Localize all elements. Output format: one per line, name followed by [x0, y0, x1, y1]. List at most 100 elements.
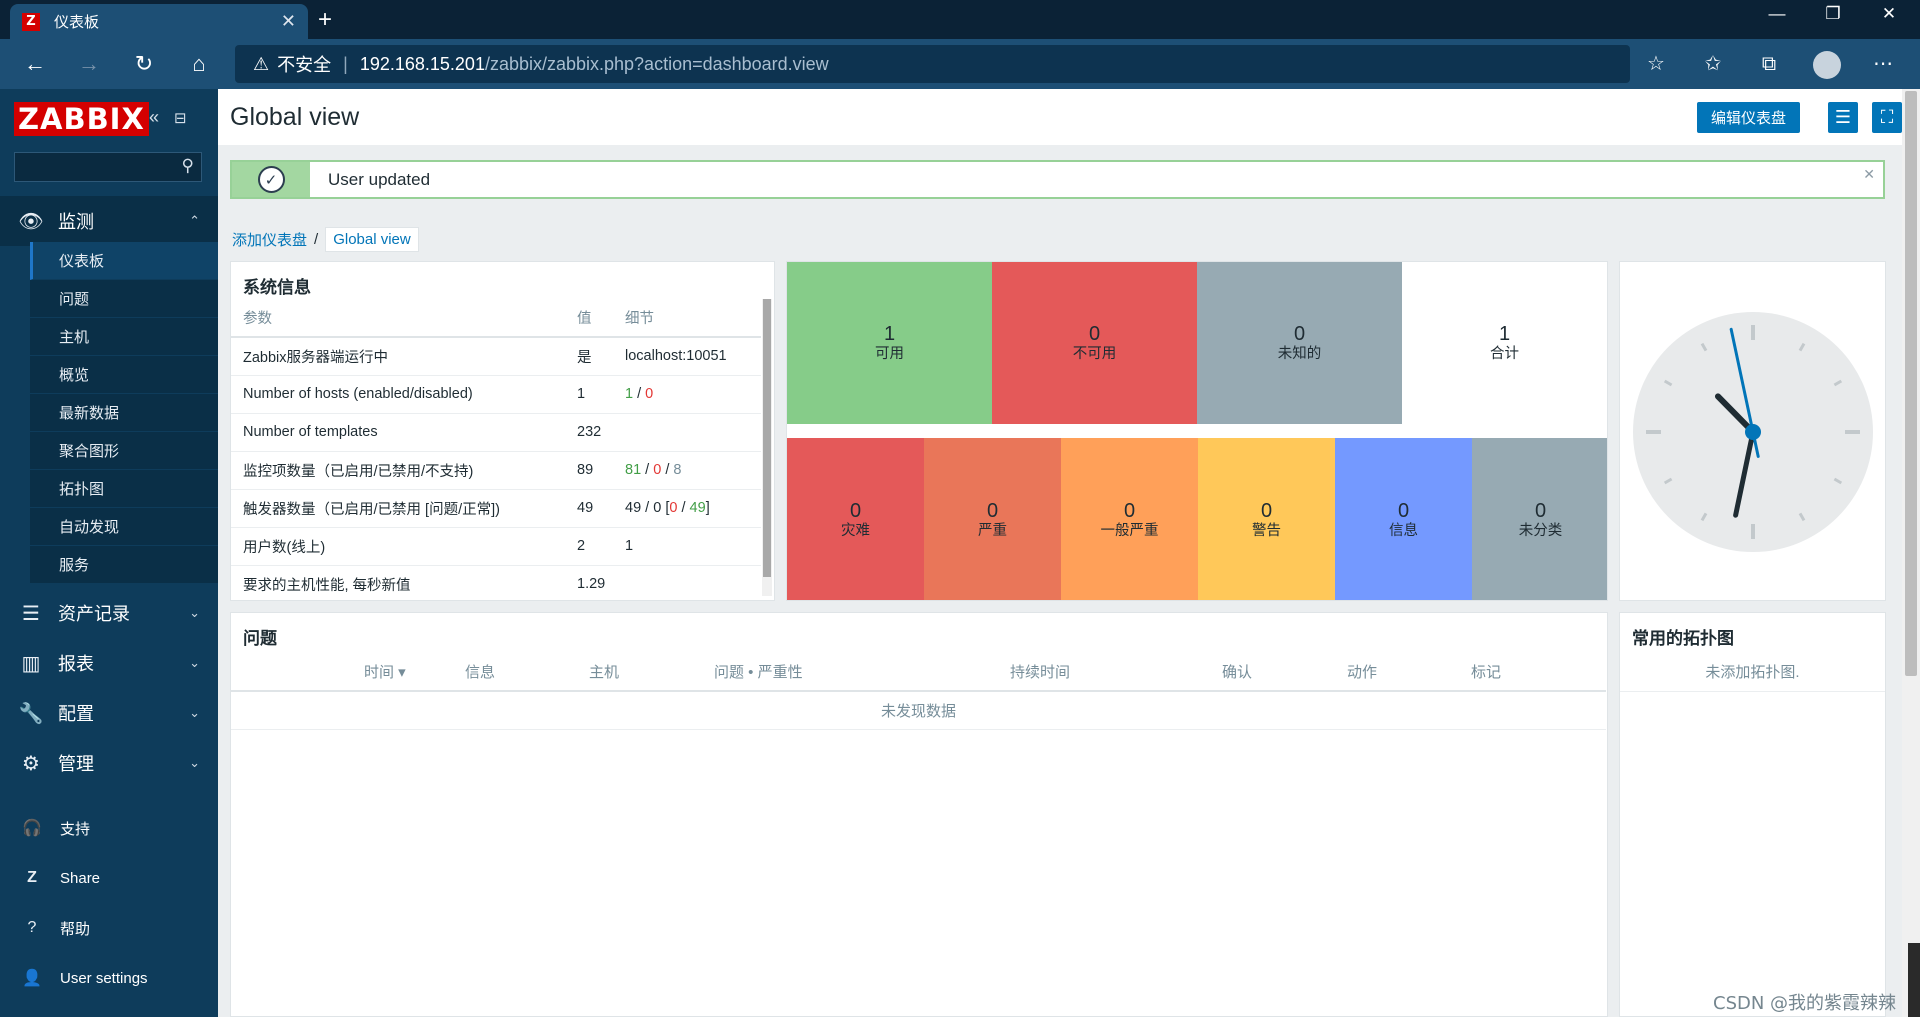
severity-label: 严重 — [978, 523, 1007, 539]
submenu-discovery[interactable]: 自动发现 — [30, 508, 218, 546]
breadcrumb-dashboards-link[interactable]: 添加仪表盘 — [232, 232, 308, 249]
severity-count: 0 — [1260, 500, 1273, 522]
menu-icon[interactable]: ☰ — [1828, 102, 1858, 133]
detail-cell: 49 / 0 [0 / 49] — [625, 489, 761, 528]
column-header-spacer — [231, 653, 364, 692]
scrollbar-thumb[interactable] — [1905, 91, 1917, 676]
submenu-overview[interactable]: 概览 — [30, 356, 218, 394]
severity-not-classified-box[interactable]: 0 未分类 — [1472, 438, 1607, 600]
severity-warning-box[interactable]: 0 警告 — [1198, 438, 1335, 600]
submenu-services[interactable]: 服务 — [30, 546, 218, 584]
severity-average-box[interactable]: 0 一般严重 — [1061, 438, 1198, 600]
param-cell: Number of templates — [231, 413, 577, 452]
submenu-problems[interactable]: 问题 — [30, 280, 218, 318]
enabled-count: 49 — [625, 500, 642, 516]
system-info-widget: 系统信息 参数 值 细节 Zabbix服务器端运行中 是 localhost:1… — [230, 261, 775, 601]
new-tab-icon[interactable]: + — [318, 6, 333, 33]
menu-monitoring[interactable]: 👁 监测 ⌃ — [0, 196, 218, 246]
submenu-maps[interactable]: 拓扑图 — [30, 470, 218, 508]
column-header-info: 信息 — [465, 653, 589, 692]
footer-share[interactable]: Z Share — [0, 853, 218, 903]
severity-label: 未分类 — [1518, 523, 1563, 539]
search-icon[interactable]: ⚲ — [181, 156, 194, 175]
forward-icon[interactable]: → — [78, 51, 100, 76]
detail-cell: localhost:10051 — [625, 337, 761, 376]
page-scrollbar[interactable] — [1902, 89, 1920, 1017]
url-separator: | — [343, 53, 348, 74]
more-icon[interactable]: ⋯ — [1873, 53, 1893, 75]
fullscreen-icon[interactable]: ⛶ — [1872, 102, 1902, 133]
kiosk-mode-icon[interactable]: ⊟ — [174, 110, 187, 127]
submenu-dashboard[interactable]: 仪表板 — [30, 242, 218, 280]
column-header-duration: 持续时间 — [1010, 653, 1222, 692]
success-message: ✓ User updated ✕ — [230, 160, 1885, 199]
column-header-ack: 确认 — [1222, 653, 1347, 692]
menu-configuration[interactable]: 🔧 配置 ⌄ — [0, 688, 218, 738]
restore-icon[interactable]: ❐ — [1825, 4, 1841, 23]
hour-hand — [1714, 393, 1756, 435]
minimize-icon[interactable]: — — [1768, 4, 1786, 23]
unavailable-count: 0 — [1088, 323, 1101, 345]
submenu-screens[interactable]: 聚合图形 — [30, 432, 218, 470]
column-header-time[interactable]: 时间 ▾ — [364, 653, 465, 692]
footer-share-label: Share — [60, 869, 101, 887]
severity-label: 信息 — [1389, 523, 1418, 539]
unavailable-box[interactable]: 0 不可用 — [992, 262, 1197, 424]
widget-scrollbar-thumb[interactable] — [763, 299, 771, 577]
add-favorite-icon[interactable]: ☆ — [1647, 53, 1665, 75]
close-tab-icon[interactable]: ✕ — [280, 11, 296, 31]
disabled-count: 0 — [653, 462, 662, 478]
unknown-box[interactable]: 0 未知的 — [1197, 262, 1402, 424]
back-icon[interactable]: ← — [24, 51, 46, 76]
table-row: 未发现数据 — [231, 691, 1606, 730]
footer-user-settings[interactable]: 👤 User settings — [0, 953, 218, 1003]
edit-dashboard-button[interactable]: 编辑仪表盘 — [1697, 102, 1801, 133]
severity-count: 0 — [1534, 500, 1547, 522]
param-cell: Zabbix服务器端运行中 — [231, 337, 577, 376]
zabbix-favicon-icon: Z — [22, 12, 40, 31]
severity-disaster-box[interactable]: 0 灾难 — [787, 438, 924, 600]
severity-label: 一般严重 — [1100, 523, 1159, 539]
host-availability-widget: 1 可用 0 不可用 0 未知的 1 合计 0 灾难 0 严重 0 一般严重 0… — [786, 261, 1608, 601]
table-row: 用户数(线上) 2 1 — [231, 527, 761, 566]
total-box[interactable]: 1 合计 — [1402, 262, 1607, 424]
footer-support[interactable]: 🎧 支持 — [0, 803, 218, 853]
browser-address-bar: ← → ↻ ⌂ ⚠ 不安全 | 192.168.15.201/zabbix/za… — [0, 39, 1920, 89]
available-label: 可用 — [875, 346, 904, 362]
footer-user-settings-label: User settings — [60, 969, 148, 987]
breadcrumb-current[interactable]: Global view — [325, 227, 419, 252]
menu-administration[interactable]: ⚙ 管理 ⌄ — [0, 738, 218, 788]
close-window-icon[interactable]: ✕ — [1881, 4, 1897, 23]
detail-cell — [625, 565, 761, 600]
widget-title: 问题 — [243, 629, 277, 648]
menu-inventory[interactable]: ☰ 资产记录 ⌄ — [0, 588, 218, 638]
browser-tab[interactable]: Z 仪表板 ✕ — [10, 4, 308, 39]
severity-high-box[interactable]: 0 严重 — [924, 438, 1061, 600]
widget-scrollbar[interactable] — [762, 299, 772, 596]
severity-count: 0 — [1397, 500, 1410, 522]
url-field[interactable]: ⚠ 不安全 | 192.168.15.201/zabbix/zabbix.php… — [235, 45, 1630, 83]
favorites-icon[interactable]: ✩ — [1704, 53, 1722, 75]
refresh-icon[interactable]: ↻ — [134, 51, 154, 76]
zabbix-logo[interactable]: ZABBIX — [14, 102, 149, 136]
available-box[interactable]: 1 可用 — [787, 262, 992, 424]
collections-icon[interactable]: ⧉ — [1761, 53, 1777, 75]
table-row: Zabbix服务器端运行中 是 localhost:10051 — [231, 337, 761, 376]
search-input[interactable]: ⚲ — [14, 152, 202, 182]
help-icon: ? — [27, 919, 37, 936]
unknown-count: 0 — [1293, 323, 1306, 345]
submenu-latest-data[interactable]: 最新数据 — [30, 394, 218, 432]
submenu-hosts[interactable]: 主机 — [30, 318, 218, 356]
home-icon[interactable]: ⌂ — [192, 51, 206, 76]
menu-reports-label: 报表 — [58, 654, 94, 674]
no-data-message: 未发现数据 — [231, 691, 1606, 730]
param-cell: 触发器数量（已启用/已禁用 [问题/正常]) — [231, 489, 577, 528]
profile-avatar[interactable] — [1813, 51, 1841, 79]
wrench-icon: 🔧 — [18, 702, 44, 725]
collapse-sidebar-icon[interactable]: « — [149, 107, 160, 127]
menu-reports[interactable]: ▥ 报表 ⌄ — [0, 638, 218, 688]
footer-help[interactable]: ? 帮助 — [0, 903, 218, 953]
severity-information-box[interactable]: 0 信息 — [1335, 438, 1472, 600]
value-cell: 89 — [577, 451, 625, 490]
close-message-icon[interactable]: ✕ — [1863, 166, 1875, 182]
